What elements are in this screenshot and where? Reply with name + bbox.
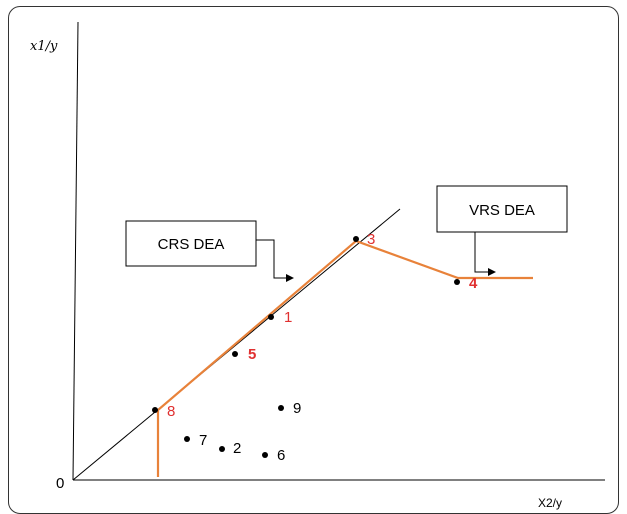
point-2-label: 2 (233, 440, 241, 457)
point-8-label: 8 (167, 403, 175, 420)
point-8: 8 (152, 403, 175, 420)
point-4-dot (454, 279, 460, 285)
point-3-label: 3 (367, 231, 375, 248)
vrs-dea-label: VRS DEA (469, 202, 535, 219)
point-1-dot (268, 314, 274, 320)
vrs-dea-box (436, 185, 568, 233)
point-3: 3 (353, 231, 375, 248)
point-6-dot (262, 452, 268, 458)
crs-dea-label: CRS DEA (158, 236, 225, 253)
x-axis-label: X2/y (538, 496, 562, 510)
point-7: 7 (184, 432, 207, 449)
origin-label: 0 (56, 475, 64, 492)
point-7-label: 7 (199, 432, 207, 449)
vrs-dea-arrow (474, 232, 496, 276)
point-7-dot (184, 436, 190, 442)
crs-frontier-line (72, 208, 401, 481)
point-5-dot (232, 351, 238, 357)
point-2: 2 (219, 440, 241, 457)
point-2-dot (219, 446, 225, 452)
point-9-dot (278, 405, 284, 411)
point-1-label: 1 (284, 309, 292, 326)
point-9-label: 9 (293, 400, 301, 417)
point-6-label: 6 (277, 447, 285, 464)
point-5-label: 5 (248, 346, 256, 363)
y-axis-label: x1/y (30, 39, 58, 54)
point-4: 4 (454, 275, 478, 292)
point-1: 1 (268, 309, 292, 326)
point-9: 9 (278, 400, 301, 417)
crs-dea-box (125, 220, 257, 267)
point-5: 5 (232, 346, 256, 363)
crs-dea-arrow (256, 239, 294, 282)
figure-frame (8, 6, 619, 514)
point-3-dot (353, 236, 359, 242)
y-axis (72, 21, 79, 481)
point-6: 6 (262, 447, 285, 464)
point-8-dot (152, 407, 158, 413)
point-4-label: 4 (469, 275, 478, 292)
